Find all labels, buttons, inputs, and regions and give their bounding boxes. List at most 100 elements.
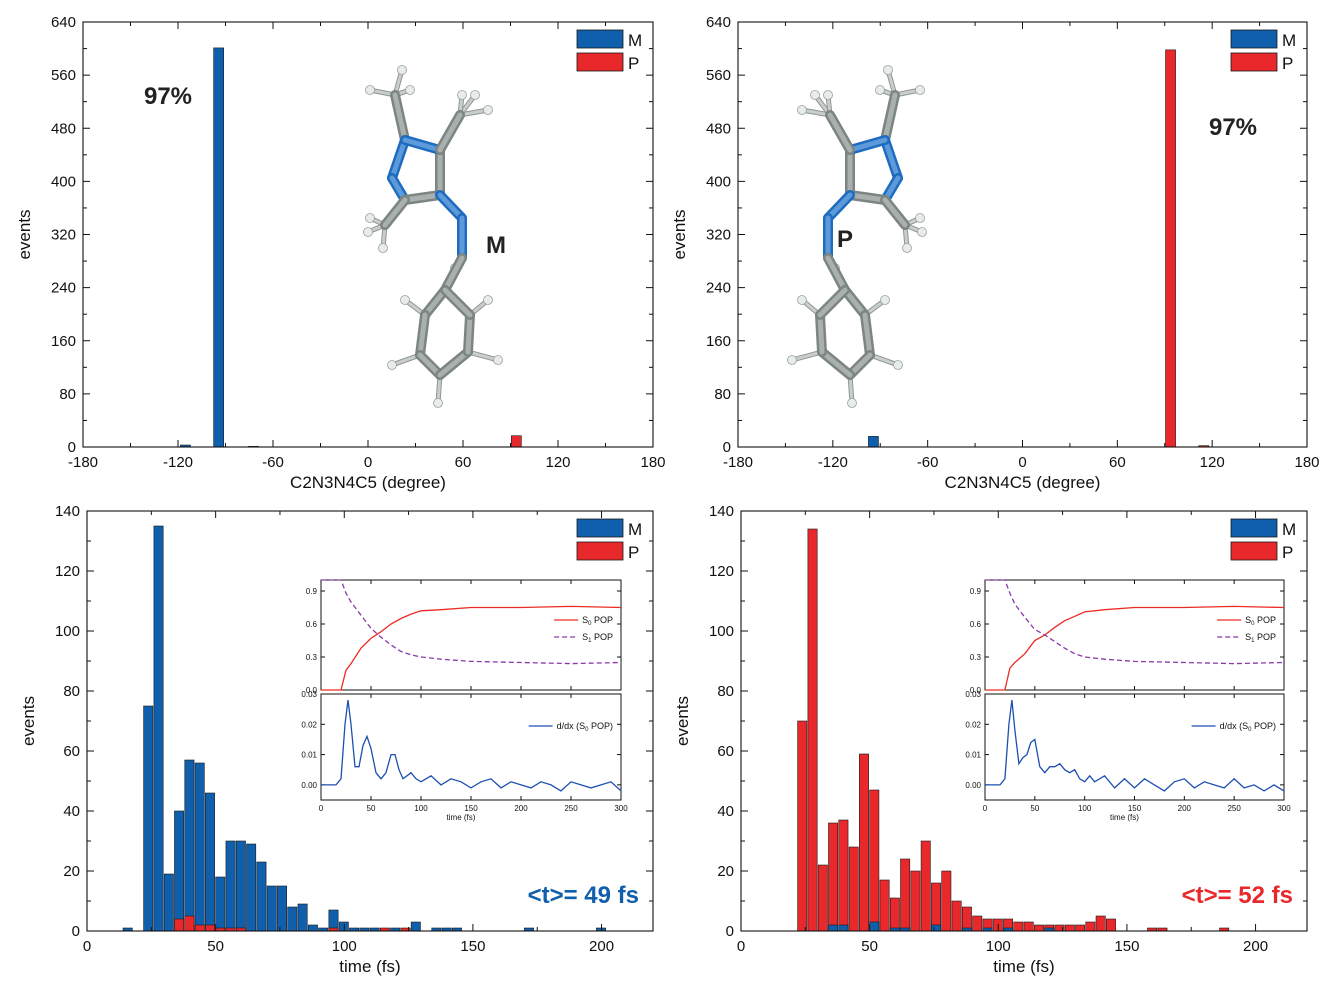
inset-x-tick-label: 200 [1178,804,1192,813]
bond-highlight [825,255,848,293]
inset-y-tick-label: 0.02 [301,720,317,729]
y-tick-label: 20 [63,863,80,880]
hydrogen-atom [915,85,925,95]
inset-line-S0 [985,605,1285,691]
inset-y-tick-label: 0.02 [965,720,981,729]
inset-line-deriv [985,700,1285,792]
bar-P [1106,918,1116,932]
bar-M [828,924,839,932]
bond-highlight [389,137,408,181]
isomer-label: P [837,226,853,253]
legend-label-M: M [628,520,642,539]
inset-x-tick-label: 150 [1128,804,1142,813]
inset-y-tick-label: 0.01 [965,751,981,760]
y-tick-label: 240 [51,280,76,297]
bar-P [869,789,880,932]
bar-P [1064,924,1075,932]
legend-swatch-M [1230,29,1278,49]
x-tick-label: 150 [1114,938,1139,955]
inset-x-tick-label: 150 [464,804,478,813]
bond-highlight [402,192,443,203]
bond-highlight [417,312,428,358]
bar-P [910,870,921,932]
bar-P [1033,924,1044,932]
x-axis-label: C2N3N4C5 (degree) [290,473,446,492]
x-tick-label: 180 [640,454,665,471]
hydrogen-atom [365,213,375,223]
y-tick-label: 160 [51,333,76,350]
inset-legend-label: d/dx (S0 POP) [557,721,613,733]
y-tick-label: 140 [55,503,80,520]
bar-M [143,705,154,932]
bond-highlight [465,312,473,355]
inset-x-tick-label: 100 [1078,804,1092,813]
x-tick-label: -180 [723,454,753,471]
hydrogen-atom [493,355,503,365]
inset-y-tick-label: 0.00 [301,781,317,790]
y-tick-label: 120 [709,563,734,580]
bond-highlight [392,92,408,143]
bond-highlight [437,192,465,221]
chart-panel-4: 0 50 100 150 200 0 20 40 60 80 100 120 140 time (fs) e… [673,503,1308,976]
bar-P [879,879,890,932]
x-tick-label: 0 [83,938,91,955]
bar-M [931,924,941,932]
legend: MP [576,518,642,562]
x-axis-label: time (fs) [993,957,1054,976]
bar-P [184,915,195,932]
inset-y-tick-label: 0.6 [970,620,982,629]
bar-M [215,876,226,932]
y-tick-label: 320 [706,227,731,244]
inset-y-tick-label: 0.03 [965,690,981,699]
bar-M [246,843,257,932]
bond-highlight [437,349,471,378]
bar-M [235,840,246,932]
bar-M [194,762,205,932]
bar-P [174,918,185,932]
bar-M [163,873,174,932]
x-tick-label: 120 [1200,454,1225,471]
x-tick-label: 100 [986,938,1011,955]
inset-y-tick-label: 0.0 [306,686,318,695]
y-tick-label: 80 [59,386,76,403]
bond-highlight [422,287,448,318]
inset-chart-2: 0.00 0.01 0.02 0.03 0 50 100 150 200 250 300 time (… [301,690,628,822]
bar-series-M [122,525,606,932]
chart-panel-3: 0 50 100 150 200 0 20 40 60 80 100 120 140 time (fs) e… [19,503,654,976]
inset-legend-label: d/dx (S0 POP) [1220,721,1276,733]
legend: MP [1230,518,1296,562]
bar-M [838,924,849,932]
y-tick-label: 80 [714,386,731,403]
legend-label-P: P [628,543,639,562]
bar-P [859,753,869,932]
inset-x-tick-label: 250 [1227,804,1241,813]
x-tick-label: 180 [1294,454,1319,471]
bar-P [1013,921,1024,932]
bar-P [1075,924,1086,932]
y-tick-label: 560 [51,67,76,84]
bond-h-highlight [466,350,500,362]
y-tick-label: 40 [717,803,734,820]
x-tick-label: -120 [163,454,193,471]
bond-highlight [817,312,825,355]
bar-M [297,903,308,932]
chart-panel-1: -180 -120 -60 0 60 120 180 0 80 160 240 320 400 480 56… [15,14,666,492]
bond-highlight [442,255,465,293]
bar-P [972,915,983,932]
bar-M [338,921,349,932]
y-tick-label: 480 [706,120,731,137]
hydrogen-atom [363,227,373,237]
inset-frame [320,693,622,801]
inset-x-tick-label: 300 [614,804,628,813]
hydrogen-atom [400,295,410,305]
y-axis-label: events [15,209,34,259]
inset-y-tick-label: 0.01 [301,751,317,760]
y-axis-label: events [19,696,38,746]
inset-x-tick-label: 50 [367,804,376,813]
x-tick-label: 200 [1243,938,1268,955]
legend: MP [1230,29,1296,73]
bond-highlight [847,137,888,153]
percent-annotation: 97% [1209,114,1257,141]
bar-M [277,885,287,932]
x-tick-label: -180 [68,454,98,471]
